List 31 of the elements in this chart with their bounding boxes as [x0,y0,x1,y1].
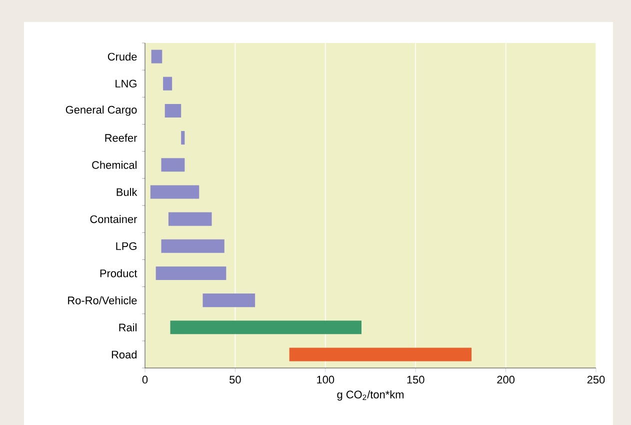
y-tick-label: Road [112,350,137,358]
bar [161,239,224,253]
y-tick-label: Rail [119,323,136,332]
bar [150,185,200,199]
y-tick-label: LNG [116,80,136,88]
y-tick-label: Reefer [105,134,138,142]
y-tick-label: LPG [116,242,136,250]
y-tick-label: General Cargo [66,106,137,116]
x-tick-label: 250 [587,376,605,384]
y-tick-label: Container [90,215,138,224]
x-tick-label: 200 [497,376,515,384]
x-axis-title: g CO$_{2}$/ton*km [337,390,404,401]
bar [170,320,362,334]
y-tick-label: Chemical [92,160,136,169]
x-tick-label: 0 [142,376,148,384]
y-tick-label: Bulk [116,188,138,196]
y-tick-label: Ro-Ro/Vehicle [68,296,137,304]
bar [156,266,226,280]
y-tick-label: Crude [108,52,137,61]
bar [168,212,212,226]
bar [202,294,256,308]
bar [289,348,472,362]
bar [164,104,182,118]
x-tick-label: 100 [317,376,334,384]
y-tick-label: Product [100,269,138,278]
x-tick-label: 50 [230,376,241,384]
bar [161,158,185,172]
x-tick-label: 150 [407,376,424,384]
bar [181,131,185,145]
bar [151,50,162,64]
bar [163,76,172,90]
